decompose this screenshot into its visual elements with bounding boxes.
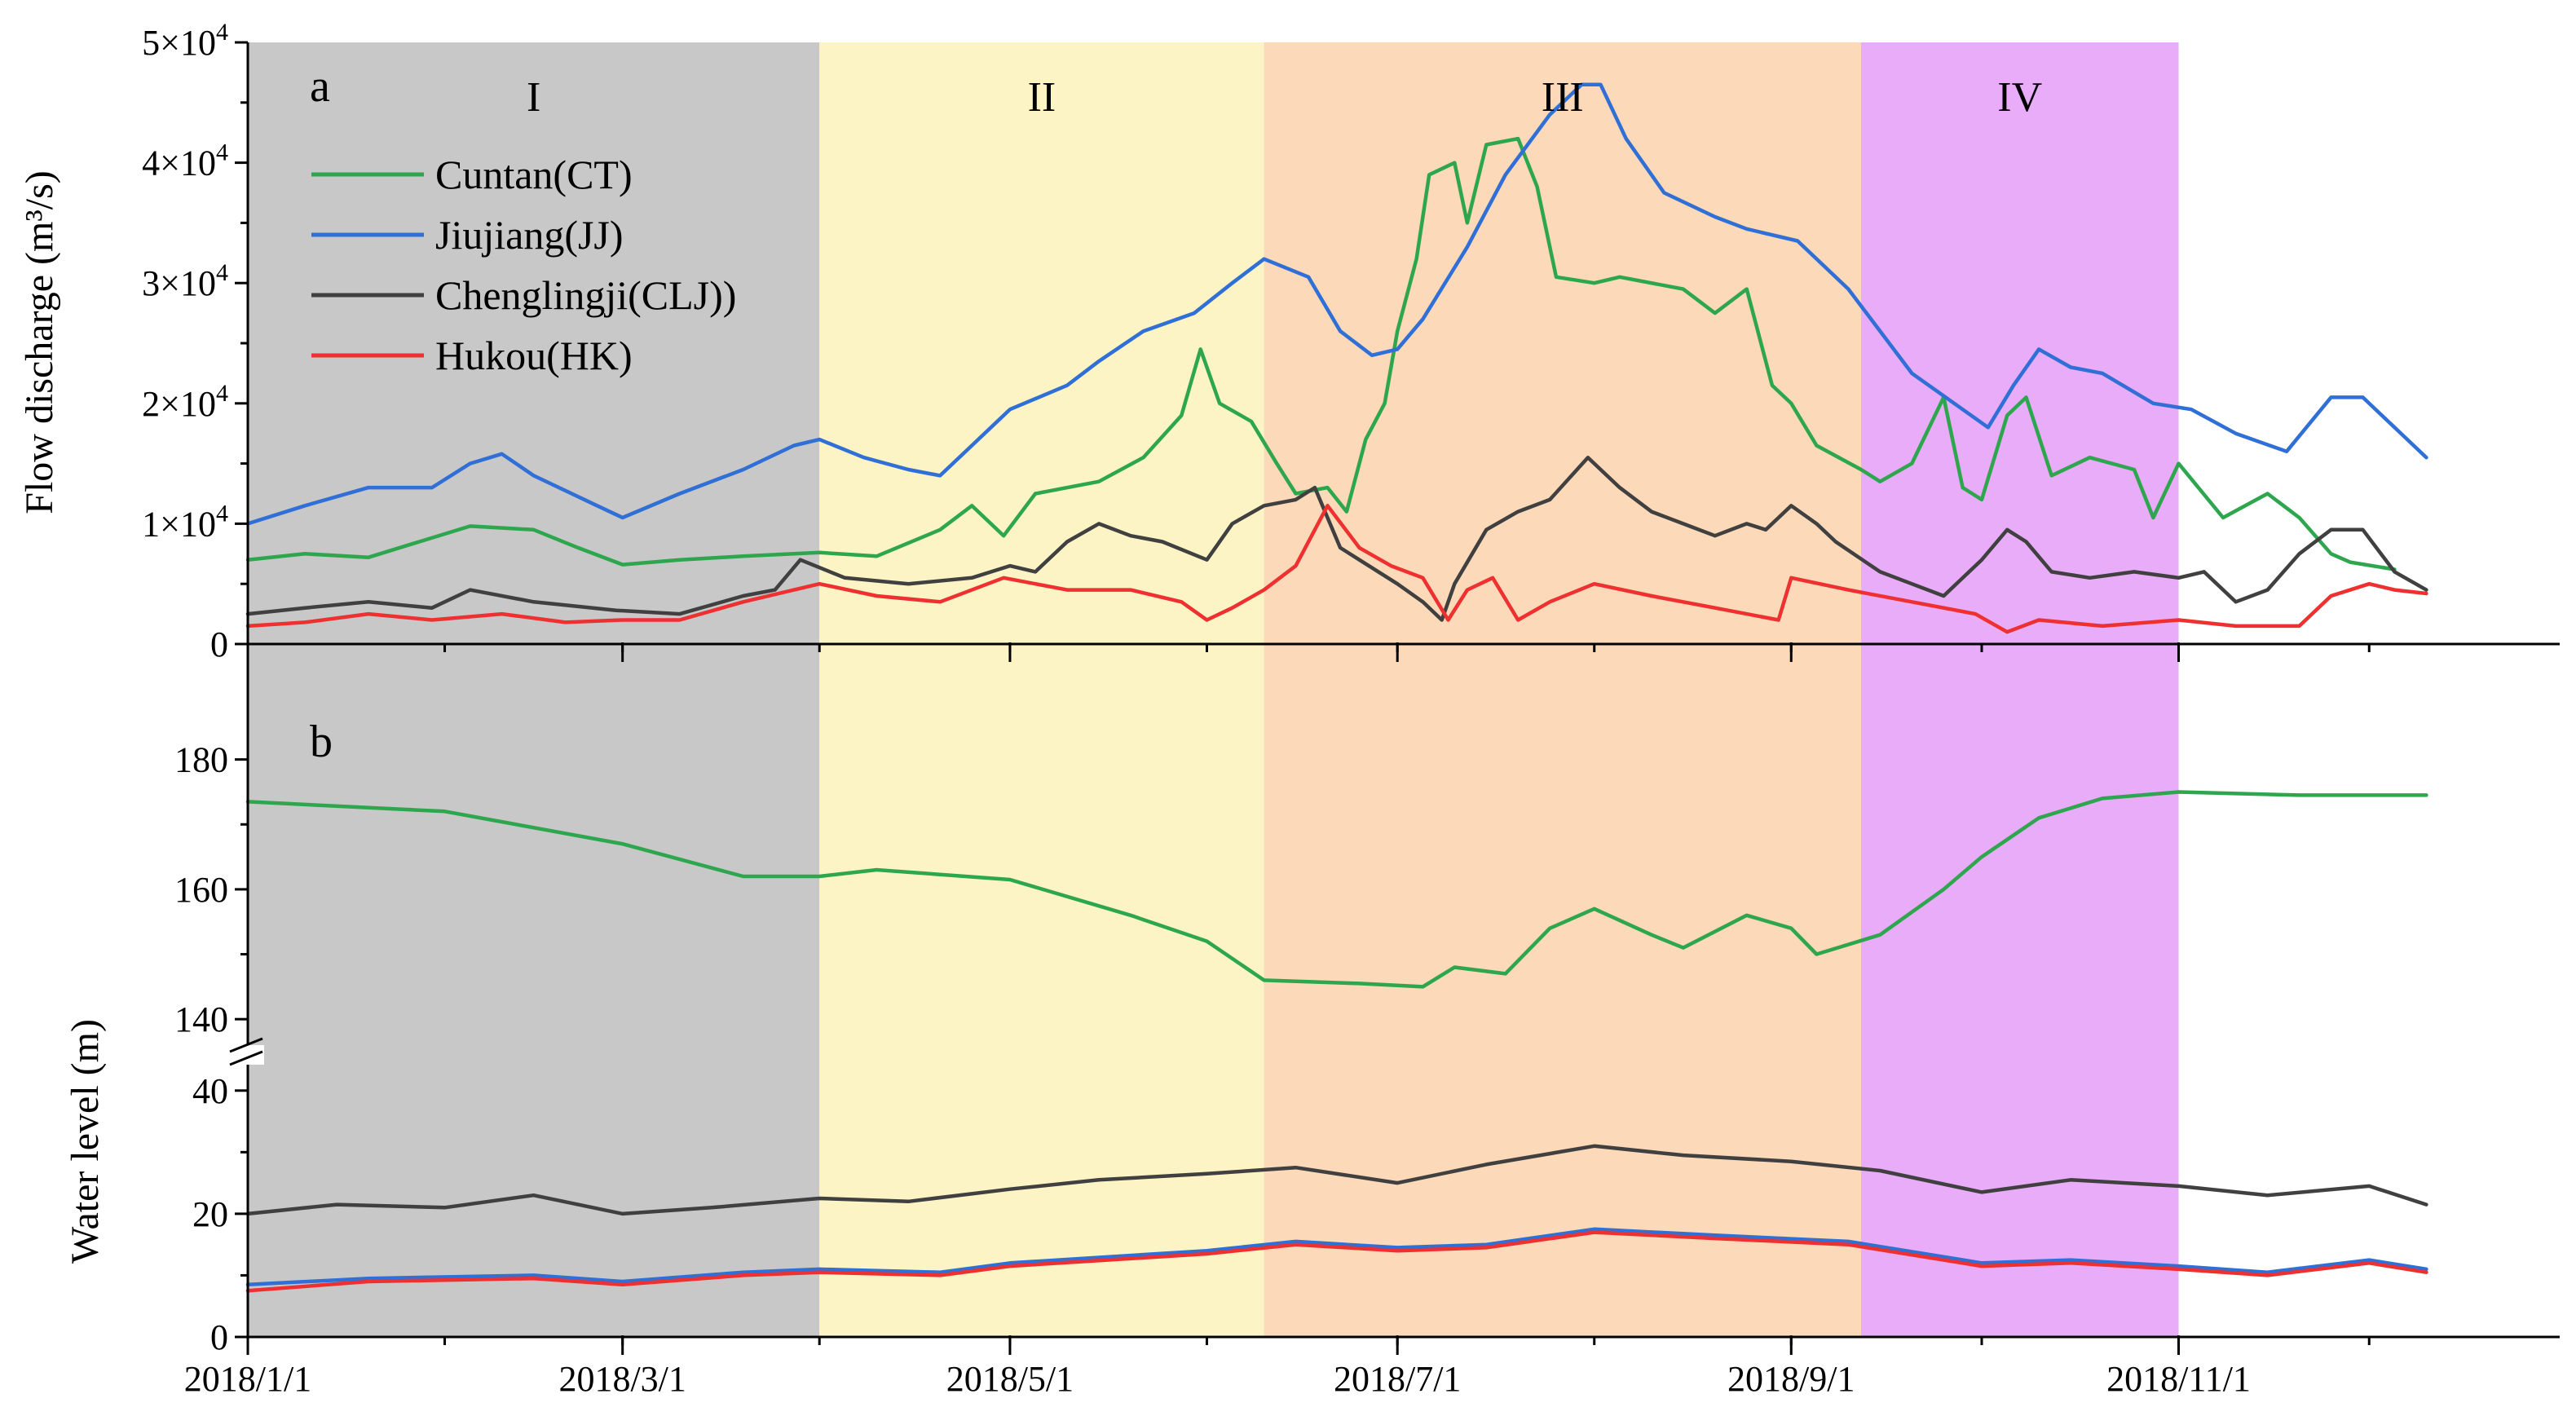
y-tick-label-a: 4×104 (142, 139, 228, 183)
y-tick-label-a: 3×104 (142, 259, 228, 303)
discharge-line-jiujiang-jj (245, 82, 2428, 526)
discharge-line-hukou-hk (245, 504, 2428, 634)
phase-label-iv: IV (1997, 74, 2042, 121)
legend: Cuntan(CT) Jiujiang(JJ) Chenglingji(CLJ)) H… (311, 152, 736, 378)
panel-a-letter: a (310, 61, 330, 112)
panel-b-letter: b (310, 717, 333, 767)
axis-break-mark (229, 1037, 264, 1066)
y-tick-label-b: 160 (174, 870, 228, 910)
water-level-line-chenglingji-clj (245, 1144, 2428, 1216)
phase-band-iv (1860, 42, 2179, 1337)
x-tick-label: 2018/11/1 (2106, 1359, 2251, 1399)
x-tick-label: 2018/3/1 (558, 1359, 686, 1399)
axes-group: 0 1×104 2×104 3×104 4×104 5×104 140 160 180 0 20 40… (142, 19, 2560, 1399)
x-tick-label: 2018/7/1 (1334, 1359, 1461, 1399)
legend-label-cuntan-ct: Cuntan(CT) (435, 152, 633, 197)
y-tick-label-a: 5×104 (142, 19, 228, 63)
x-tick-label: 2018/9/1 (1727, 1359, 1855, 1399)
y-tick-label-a: 2×104 (142, 380, 228, 424)
y-axis-title-a: Flow discharge (m³/s) (18, 170, 61, 514)
phase-band-i (248, 42, 820, 1337)
phase-label-ii: II (1028, 74, 1056, 121)
y-tick-label-b: 20 (192, 1194, 228, 1234)
x-tick-label: 2018/1/1 (184, 1359, 311, 1399)
water-level-line-hukou-hk (245, 1230, 2428, 1293)
y-axis-title-b: Water level (m) (64, 1019, 107, 1264)
water-level-line-cuntan-ct (245, 790, 2428, 989)
y-tick-label-b: 180 (174, 740, 228, 780)
y-tick-label-b: 140 (174, 999, 228, 1039)
legend-label-chenglingji-clj: Chenglingji(CLJ)) (435, 272, 736, 318)
phase-label-i: I (527, 74, 540, 121)
discharge-series-group (245, 82, 2428, 634)
y-tick-label-b: 0 (210, 1317, 228, 1357)
y-tick-label-a: 1×104 (142, 500, 228, 544)
labels-group: a b Flow discharge (m³/s) Water level (m… (18, 61, 2042, 1264)
phase-band-ii (819, 42, 1264, 1337)
y-tick-label-a: 0 (210, 624, 228, 664)
water-level-line-jiujiang-jj (245, 1227, 2428, 1287)
water-level-series-group (245, 790, 2428, 1293)
x-tick-label: 2018/5/1 (946, 1359, 1074, 1399)
discharge-line-chenglingji-clj (245, 455, 2428, 622)
phase-label-iii: III (1542, 74, 1584, 121)
phase-band-iii (1264, 42, 1861, 1337)
legend-label-jiujiang-jj: Jiujiang(JJ) (435, 212, 624, 258)
y-tick-label-b: 40 (192, 1071, 228, 1111)
discharge-line-cuntan-ct (245, 136, 2397, 571)
legend-label-hukou-hk: Hukou(HK) (435, 333, 633, 378)
phase-bands (248, 42, 2179, 1337)
